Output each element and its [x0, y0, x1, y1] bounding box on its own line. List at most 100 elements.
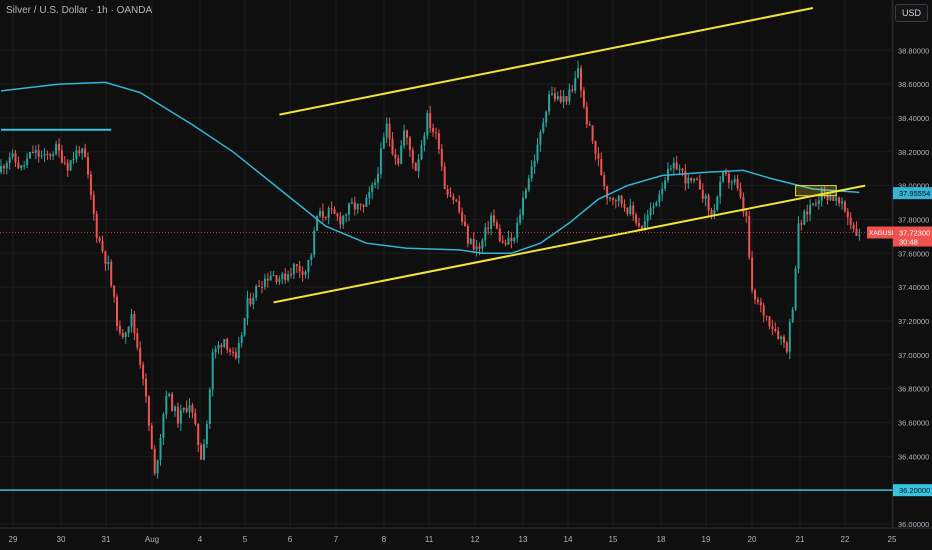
- candle-down: [388, 123, 391, 140]
- candle-down: [110, 261, 113, 286]
- candle-up: [423, 135, 426, 146]
- candle-down: [849, 217, 852, 225]
- candle-down: [2, 166, 5, 169]
- candle-up: [417, 159, 420, 171]
- candle-up: [669, 168, 672, 170]
- candle-down: [258, 285, 261, 287]
- candle-down: [565, 96, 568, 102]
- candle-down: [510, 237, 513, 242]
- price-tick-label: 38.60000: [898, 80, 929, 89]
- candle-down: [690, 177, 693, 181]
- candle-down: [391, 139, 394, 155]
- candle-down: [298, 266, 301, 272]
- candle-up: [272, 275, 275, 277]
- candle-down: [571, 89, 574, 91]
- candle-down: [197, 423, 200, 445]
- candle-down: [846, 211, 849, 218]
- candle-down: [261, 286, 263, 288]
- candle-up: [11, 153, 14, 158]
- candle-down: [63, 162, 66, 164]
- candle-down: [472, 238, 475, 250]
- candle-down: [437, 133, 440, 150]
- candle-up: [672, 162, 675, 169]
- candle-down: [220, 344, 223, 348]
- candle-down: [806, 211, 809, 215]
- candle-down: [339, 216, 342, 225]
- candle-up: [687, 177, 690, 184]
- candle-up: [643, 221, 646, 231]
- time-tick-label: 6: [288, 535, 293, 544]
- candle-up: [469, 238, 472, 244]
- candle-up: [791, 309, 794, 323]
- candle-down: [411, 150, 414, 163]
- candle-down: [60, 150, 63, 163]
- candle-down: [710, 210, 713, 215]
- candle-down: [443, 166, 446, 189]
- candle-up: [159, 437, 162, 461]
- time-tick-label: 19: [702, 535, 711, 544]
- candle-up: [208, 389, 211, 425]
- support-price-tag: [893, 484, 932, 497]
- candle-down: [681, 168, 684, 171]
- candle-down: [121, 332, 124, 337]
- candle-up: [252, 297, 255, 305]
- candle-down: [623, 204, 626, 208]
- candle-up: [174, 406, 176, 412]
- candle-down: [814, 203, 817, 205]
- candle-up: [255, 285, 258, 298]
- candle-up: [365, 197, 368, 207]
- candle-up: [368, 192, 371, 198]
- time-tick-label: 18: [657, 535, 666, 544]
- candle-down: [838, 197, 841, 204]
- candle-up: [780, 336, 783, 339]
- currency-button[interactable]: USD: [894, 4, 928, 22]
- candle-down: [446, 188, 449, 195]
- candle-up: [730, 182, 733, 184]
- price-axis[interactable]: [893, 0, 932, 528]
- time-axis[interactable]: [0, 528, 932, 550]
- candle-down: [675, 162, 678, 170]
- candle-down: [147, 396, 150, 426]
- channel-lower-line: [273, 184, 866, 304]
- candle-down: [600, 158, 603, 176]
- candle-up: [20, 165, 23, 169]
- candle-down: [832, 196, 835, 201]
- candle-up: [733, 179, 736, 183]
- price-tick-label: 38.40000: [898, 114, 929, 123]
- candle-up: [527, 178, 530, 190]
- candle-down: [800, 223, 803, 225]
- candle-down: [777, 330, 780, 339]
- candle-down: [176, 406, 179, 424]
- candle-down: [597, 153, 600, 159]
- candle-up: [812, 203, 814, 205]
- candle-up: [713, 209, 716, 215]
- candle-down: [504, 242, 507, 245]
- candle-down: [768, 316, 771, 327]
- candle-down: [727, 173, 730, 183]
- candle-up: [530, 166, 533, 179]
- candle-down: [336, 213, 339, 217]
- candle-down: [92, 194, 95, 214]
- moving-average: [0, 81, 860, 255]
- candle-up: [841, 201, 843, 204]
- time-tick-label: 29: [9, 535, 18, 544]
- candle-up: [536, 144, 539, 161]
- candle-up: [574, 77, 577, 91]
- price-tick-label: 37.20000: [898, 317, 929, 326]
- candle-up: [269, 275, 272, 281]
- candle-up: [609, 197, 611, 199]
- candle-down: [226, 339, 229, 350]
- candle-up: [34, 150, 37, 153]
- candle-down: [725, 172, 727, 174]
- candle-up: [345, 214, 348, 216]
- candle-down: [759, 302, 762, 306]
- candle-up: [835, 197, 838, 201]
- candle-down: [452, 196, 455, 201]
- candle-up: [356, 203, 359, 210]
- candle-down: [588, 124, 591, 126]
- candle-down: [78, 150, 81, 154]
- candle-up: [420, 145, 423, 160]
- candle-down: [855, 228, 858, 236]
